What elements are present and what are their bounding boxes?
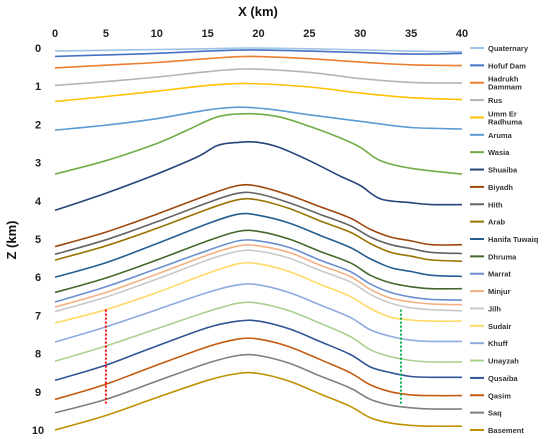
legend-label-wasia: Wasia	[488, 148, 510, 157]
series-line-hadrukh-dammam	[54, 55, 463, 69]
x-tick-label: 35	[405, 28, 417, 40]
series-line-marrat	[54, 239, 463, 303]
legend-label-arab: Arab	[488, 218, 506, 227]
x-tick-label: 25	[303, 28, 315, 40]
x-axis-title: X (km)	[238, 4, 278, 19]
x-tick-label: 40	[456, 28, 468, 40]
legend-label-dhruma: Dhruma	[488, 252, 517, 261]
legend-label-aruma: Aruma	[488, 131, 513, 140]
legend: Quaternary Hofuf Dam Hadrukh Dammam Rus Umm E…	[470, 44, 539, 435]
x-tick-label: 20	[252, 28, 264, 40]
series-line-unayzah	[54, 301, 463, 363]
y-tick-label: 1	[35, 81, 41, 93]
legend-label-hanifa-tuwaiq: Hanifa Tuwaiq	[488, 235, 539, 244]
y-tick-label: 6	[35, 272, 41, 284]
y-tick-label: 4	[35, 196, 42, 208]
series-line-rus	[54, 68, 463, 87]
series-line-minjur	[54, 244, 463, 308]
series-line-hith	[54, 191, 463, 256]
series-line-umm-er-radhuma	[54, 82, 463, 103]
y-tick-label: 9	[35, 387, 41, 399]
series-line-shuaiba	[54, 141, 463, 212]
y-tick-label: 7	[35, 310, 41, 322]
legend-label-sudair: Sudair	[488, 322, 511, 331]
series-line-saq	[54, 353, 463, 414]
y-tick-label: 0	[35, 43, 41, 55]
legend-label-hith: Hith	[488, 200, 503, 209]
legend-label-basement: Basement	[488, 426, 524, 435]
x-tick-label: 30	[354, 28, 366, 40]
legend-label-hadrukh-dammam: Hadrukh Dammam	[488, 75, 522, 92]
y-tick-label: 5	[35, 234, 41, 246]
series-line-quaternary	[54, 47, 463, 53]
legend-label-marrat: Marrat	[488, 270, 511, 279]
legend-label-umm-er-radhuma: Umm Er Radhuma	[488, 109, 523, 126]
series-line-aruma	[54, 106, 463, 131]
series-line-arab	[54, 197, 463, 262]
legend-label-hofuf-dam: Hofuf Dam	[488, 61, 526, 70]
legend-label-jilh: Jilh	[488, 304, 501, 313]
legend-label-biyadh: Biyadh	[488, 183, 513, 192]
legend-label-saq: Saq	[488, 409, 502, 418]
x-tick-label: 0	[52, 28, 58, 40]
x-tick-label: 10	[151, 28, 163, 40]
legend-label-unayzah: Unayzah	[488, 357, 519, 366]
series-line-wasia	[54, 112, 463, 175]
series-line-qusaiba	[54, 319, 463, 382]
series-line-dhruma	[54, 229, 463, 294]
legend-label-qasim: Qasim	[488, 391, 511, 400]
series-line-hofuf-dam	[54, 49, 463, 58]
legend-label-shuaiba: Shuaiba	[488, 166, 518, 175]
legend-label-minjur: Minjur	[488, 287, 511, 296]
legend-label-quaternary: Quaternary	[488, 44, 529, 53]
y-axis-title: Z (km)	[4, 221, 19, 260]
series-line-sudair	[54, 261, 463, 324]
series-line-hanifa-tuwaiq	[54, 212, 463, 278]
legend-label-qusaiba: Qusaiba	[488, 374, 518, 383]
series-line-khuff	[54, 283, 463, 343]
series-line-jilh	[54, 249, 463, 313]
y-tick-label: 2	[35, 119, 41, 131]
y-tick-label: 8	[35, 349, 41, 361]
legend-label-khuff: Khuff	[488, 339, 508, 348]
series-line-basement	[54, 371, 463, 431]
series-line-qasim	[54, 337, 463, 401]
x-axis-ticks: 0 5 10 15 20 25 30 35 40	[52, 28, 468, 40]
y-axis-ticks: 0 1 2 3 4 5 6 7 8 9 10	[32, 43, 44, 437]
series-line-biyadh	[54, 183, 463, 248]
legend-label-rus: Rus	[488, 96, 502, 105]
x-tick-label: 15	[202, 28, 214, 40]
y-tick-label: 3	[35, 158, 41, 170]
y-tick-label: 10	[32, 425, 44, 437]
x-tick-label: 5	[103, 28, 109, 40]
series-lines	[54, 47, 463, 431]
